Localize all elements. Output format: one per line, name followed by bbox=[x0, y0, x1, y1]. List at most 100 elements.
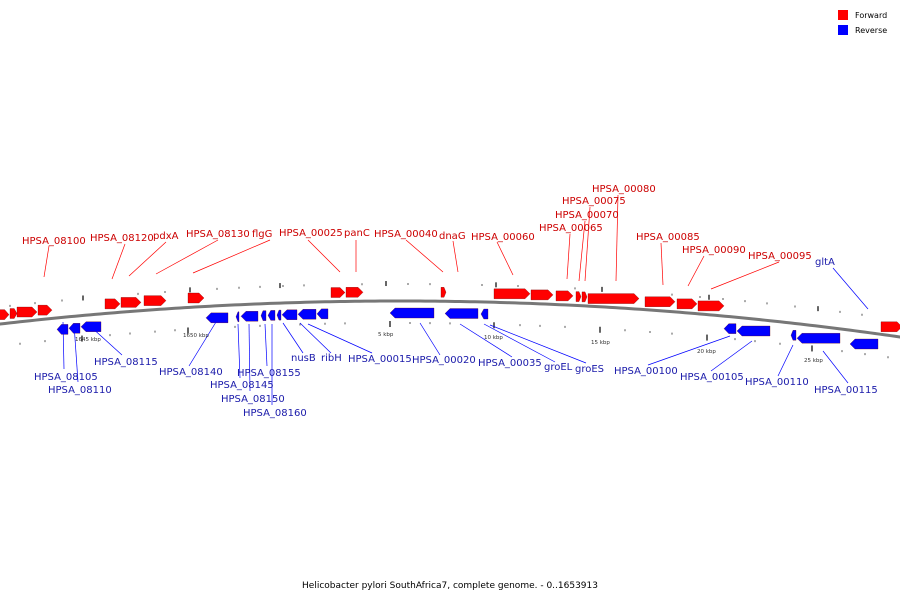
leader-line bbox=[89, 325, 123, 356]
gene-arrow bbox=[240, 311, 259, 322]
gene-label: nusB bbox=[291, 353, 316, 364]
legend: Forward Reverse bbox=[838, 10, 887, 35]
leader-line bbox=[188, 321, 217, 367]
gene-arrow bbox=[736, 325, 771, 337]
gene-label: HPSA_08155 bbox=[237, 368, 301, 379]
leader-line bbox=[496, 241, 514, 276]
legend-reverse-swatch bbox=[838, 25, 848, 35]
forward-gene-arrows bbox=[0, 287, 900, 332]
gene-label: HPSA_00100 bbox=[614, 366, 678, 377]
gene-arrow bbox=[697, 300, 725, 312]
gene-arrow bbox=[723, 323, 737, 334]
leader-line bbox=[62, 321, 65, 370]
leader-line bbox=[248, 323, 251, 392]
gene-label: groES bbox=[575, 364, 604, 375]
gene-arrow bbox=[587, 293, 640, 304]
legend-reverse-label: Reverse bbox=[855, 26, 887, 35]
leader-line bbox=[237, 323, 241, 379]
gene-label: HPSA_08115 bbox=[94, 357, 158, 368]
leader-line bbox=[777, 344, 794, 377]
gene-label: HPSA_00035 bbox=[478, 358, 542, 369]
leader-line bbox=[832, 267, 869, 310]
gene-arrow bbox=[880, 321, 900, 332]
gene-arrow bbox=[235, 311, 240, 322]
leader-line bbox=[566, 233, 571, 280]
gene-arrow bbox=[267, 310, 276, 321]
gene-label: HPSA_00065 bbox=[539, 223, 603, 234]
leader-line bbox=[615, 194, 619, 282]
gene-arrow bbox=[276, 309, 282, 321]
leader-line bbox=[111, 243, 126, 280]
scale-label: 15 kbp bbox=[591, 340, 610, 346]
gene-arrow bbox=[849, 338, 879, 350]
gene-arrow bbox=[389, 307, 435, 319]
gene-label: HPSA_08160 bbox=[243, 408, 307, 419]
gene-arrow bbox=[345, 287, 364, 298]
tick-marks bbox=[9, 281, 889, 359]
leader-line bbox=[405, 239, 444, 273]
legend-forward-swatch bbox=[838, 10, 848, 20]
gene-label: ribH bbox=[321, 353, 342, 364]
scale-label: 25 kbp bbox=[804, 358, 823, 364]
gene-arrow bbox=[644, 296, 676, 307]
leader-line bbox=[710, 261, 780, 290]
gene-label: panC bbox=[344, 228, 370, 239]
gene-arrow bbox=[440, 287, 447, 298]
scale-label: 20 kbp bbox=[697, 349, 716, 355]
gene-label: pdxA bbox=[153, 231, 179, 242]
genome-caption: Helicobacter pylori SouthAfrica7, comple… bbox=[302, 581, 598, 591]
gene-label: gltA bbox=[815, 257, 835, 268]
gene-arrow bbox=[581, 291, 588, 303]
leader-line bbox=[687, 255, 705, 287]
leader-line bbox=[647, 335, 731, 366]
gene-arrow bbox=[37, 304, 53, 316]
gene-arrow bbox=[444, 308, 479, 319]
gene-arrow bbox=[796, 333, 841, 344]
legend-forward-label: Forward bbox=[855, 11, 887, 20]
gene-arrow bbox=[480, 308, 489, 320]
gene-label: HPSA_00105 bbox=[680, 372, 744, 383]
gene-label: HPSA_00090 bbox=[682, 245, 746, 256]
scale-label: 1645 kbp bbox=[75, 337, 101, 343]
gene-arrow bbox=[330, 287, 346, 298]
gene-label: HPSA_00015 bbox=[348, 354, 412, 365]
leader-line bbox=[822, 350, 849, 384]
gene-label: HPSA_00020 bbox=[412, 355, 476, 366]
gene-label: HPSA_08110 bbox=[48, 385, 112, 396]
forward-gene-labels: HPSA_08100 HPSA_08120 pdxA HPSA_08130 fl… bbox=[22, 184, 812, 262]
gene-arrow bbox=[104, 298, 121, 310]
gene-label: HPSA_00085 bbox=[636, 232, 700, 243]
gene-arrow bbox=[575, 291, 582, 302]
reverse-gene-labels: HPSA_08105 HPSA_08110 HPSA_08115 HPSA_08… bbox=[34, 257, 878, 419]
gene-label: HPSA_00095 bbox=[748, 251, 812, 262]
gene-arrow bbox=[16, 306, 38, 318]
gene-label: HPSA_00115 bbox=[814, 385, 878, 396]
leader-line bbox=[710, 340, 753, 372]
gene-label: HPSA_00040 bbox=[374, 229, 438, 240]
scale-label: 5 kbp bbox=[378, 332, 394, 338]
gene-arrow bbox=[281, 309, 298, 320]
gene-arrow bbox=[316, 308, 329, 320]
gene-label: HPSA_00025 bbox=[279, 228, 343, 239]
leader-line bbox=[459, 323, 513, 358]
leader-line bbox=[192, 239, 271, 274]
gene-arrow bbox=[555, 290, 574, 302]
gene-arrow bbox=[205, 312, 229, 323]
scale-labels: 1645 kbp 1650 kbp 5 kbp 10 kbp 15 kbp 20… bbox=[75, 332, 823, 364]
genome-backbone bbox=[0, 299, 900, 339]
gene-label: HPSA_00110 bbox=[745, 377, 809, 388]
leader-line bbox=[307, 323, 373, 354]
gene-arrow bbox=[0, 309, 10, 320]
scale-label: 1650 kbp bbox=[183, 333, 209, 339]
gene-label: flgG bbox=[252, 229, 272, 240]
gene-arrow bbox=[120, 297, 142, 308]
gene-arrow bbox=[493, 288, 531, 299]
gene-label: HPSA_00075 bbox=[562, 196, 626, 207]
gene-label: HPSA_00060 bbox=[471, 232, 535, 243]
gene-arrow bbox=[9, 308, 18, 319]
gene-arrow bbox=[297, 309, 317, 320]
gene-label: groEL bbox=[544, 362, 573, 373]
leader-line bbox=[299, 322, 332, 354]
leader-line bbox=[452, 240, 459, 273]
